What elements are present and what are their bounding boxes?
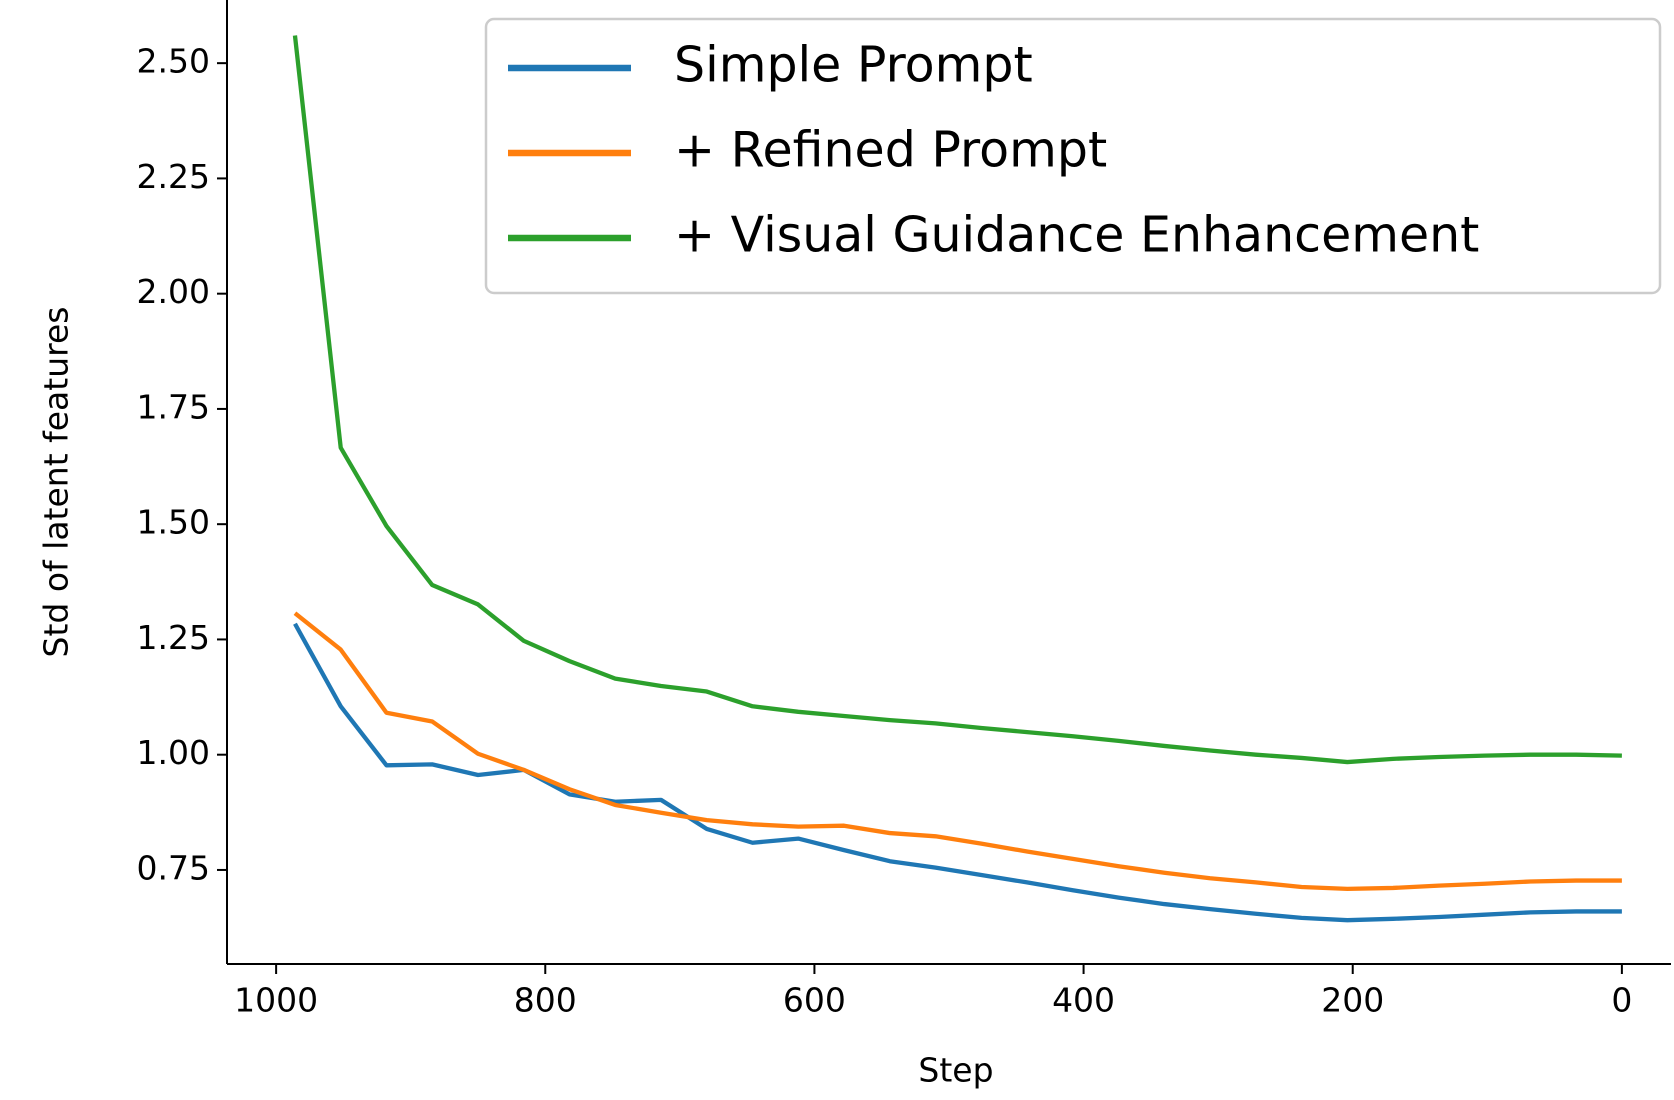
y-tick-label: 2.25 — [137, 157, 210, 196]
legend-box — [484, 17, 1662, 295]
legend-label: + Visual Guidance Enhancement — [674, 207, 1479, 264]
y-tick-label: 1.25 — [137, 618, 210, 657]
y-axis-label: Std of latent features — [37, 307, 76, 658]
x-tick-label: 400 — [1052, 981, 1115, 1020]
x-tick-label: 800 — [514, 981, 577, 1020]
x-tick-label: 600 — [783, 981, 846, 1020]
series-line — [293, 622, 1622, 923]
y-tick-label: 2.50 — [137, 42, 210, 81]
y-tick-label: 2.00 — [137, 272, 210, 311]
x-tick-label: 1000 — [234, 981, 318, 1020]
y-tick-label: 1.00 — [137, 733, 210, 772]
series-line — [293, 611, 1622, 892]
legend-label: Simple Prompt — [674, 37, 1033, 94]
x-tick-label: 200 — [1321, 981, 1384, 1020]
series-line — [292, 35, 1622, 765]
y-tick-label: 0.75 — [137, 848, 210, 887]
y-tick-label: 1.50 — [137, 503, 210, 542]
x-axis-label: Step — [918, 1051, 993, 1090]
legend: Simple Prompt + Refined Prompt + Visual Gu… — [484, 17, 1662, 295]
x-tick-label: 0 — [1611, 981, 1632, 1020]
legend-label: + Refined Prompt — [674, 122, 1107, 179]
y-tick-label: 1.75 — [137, 387, 210, 426]
